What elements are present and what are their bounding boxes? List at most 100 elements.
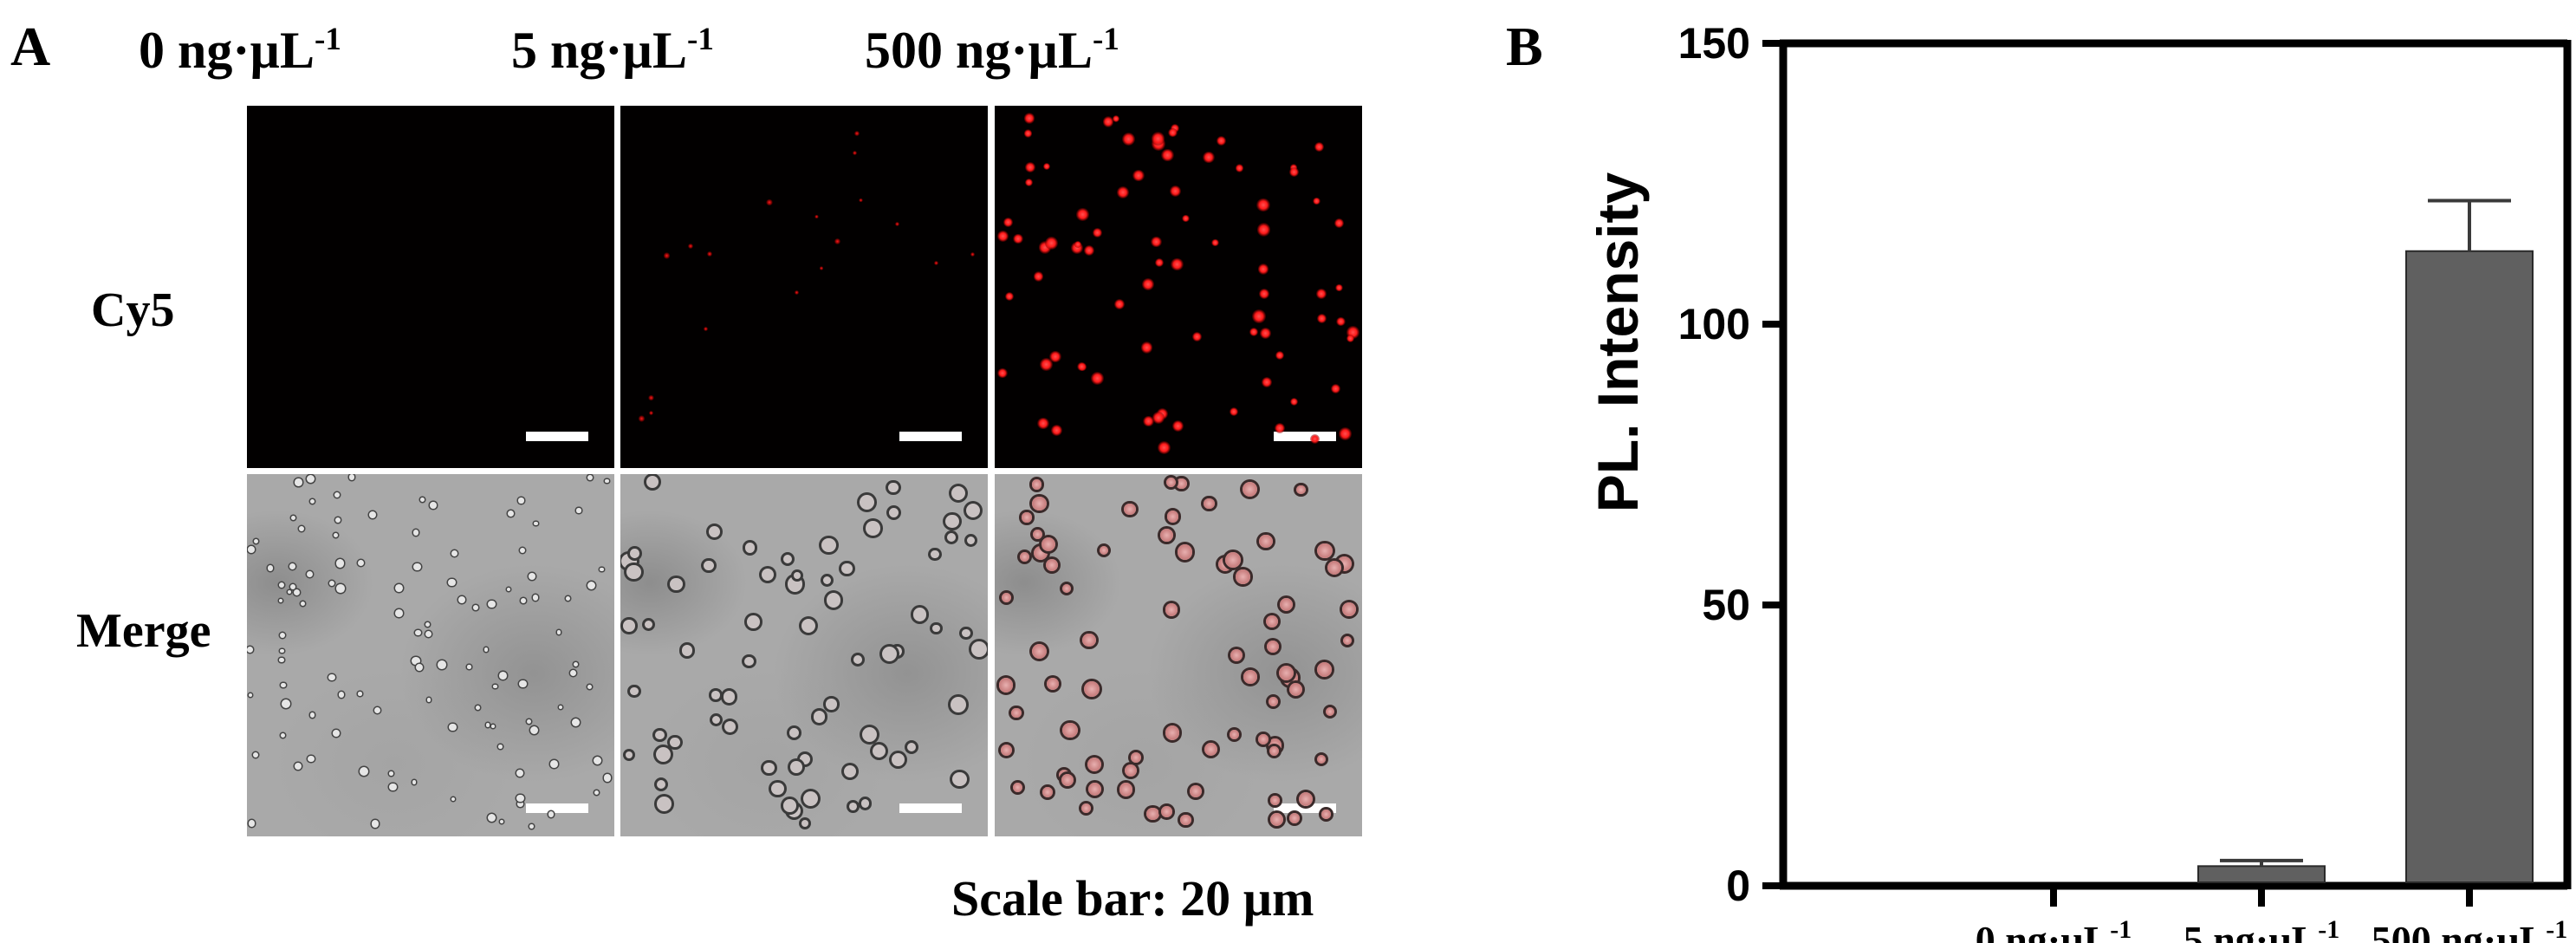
cell-spot bbox=[1327, 560, 1342, 575]
cell-spot bbox=[473, 605, 478, 610]
cell-spot bbox=[526, 719, 532, 724]
cell-spot bbox=[932, 624, 940, 633]
cell-spot bbox=[860, 495, 875, 510]
cell-spot bbox=[1229, 730, 1239, 739]
cell-spot bbox=[518, 498, 524, 504]
cell-spot bbox=[826, 593, 841, 608]
cell-spot bbox=[425, 630, 432, 638]
cell-spot bbox=[853, 655, 862, 664]
cell-spot bbox=[1090, 371, 1104, 385]
cell-spot bbox=[491, 724, 496, 728]
cell-spot bbox=[1033, 271, 1044, 282]
bar-chart: 0 50 100 150 0 ng·µL-1 5 ng·µL-1 500 ng·µL-1 P… bbox=[1586, 19, 2572, 943]
cell-spot bbox=[800, 753, 811, 764]
cell-spot bbox=[1280, 597, 1294, 611]
cell-spot bbox=[1260, 328, 1271, 339]
y-tick-label: 50 bbox=[1702, 581, 1750, 629]
cell-spot bbox=[819, 266, 824, 270]
scale-bar bbox=[1274, 803, 1336, 813]
cell-spot bbox=[1112, 115, 1120, 123]
cell-spot bbox=[1342, 602, 1357, 617]
cell-spot bbox=[1269, 813, 1283, 826]
cell-spot bbox=[853, 131, 860, 137]
cell-spot bbox=[1249, 327, 1259, 336]
cell-spot bbox=[966, 536, 975, 545]
cell-spot bbox=[952, 771, 968, 787]
cell-spot bbox=[1022, 512, 1032, 523]
cell-spot bbox=[1076, 208, 1089, 221]
cell-spot bbox=[1045, 559, 1058, 572]
cell-spot bbox=[309, 712, 315, 718]
cell-spot bbox=[1102, 115, 1114, 127]
cell-spot bbox=[278, 598, 283, 603]
cell-spot bbox=[1176, 478, 1187, 490]
cy5-image-0 bbox=[247, 106, 614, 468]
cell-spot bbox=[1077, 361, 1087, 372]
x-tick-label: 5 ng·µL-1 bbox=[2183, 915, 2340, 943]
cell-spot bbox=[1141, 341, 1153, 354]
cell-spot bbox=[1117, 185, 1130, 198]
cell-spot bbox=[1225, 552, 1242, 569]
cell-spot bbox=[600, 567, 604, 572]
cell-spot bbox=[1002, 593, 1012, 603]
cell-spot bbox=[889, 507, 899, 517]
cell-spot bbox=[248, 546, 255, 553]
cell-spot bbox=[1119, 782, 1133, 797]
cell-spot bbox=[1151, 236, 1162, 248]
cell-spot bbox=[357, 560, 364, 567]
cell-spot bbox=[280, 648, 284, 654]
cell-spot bbox=[508, 511, 515, 517]
cell-spot bbox=[1166, 511, 1179, 523]
cell-spot bbox=[1122, 132, 1136, 146]
cell-spot bbox=[467, 665, 471, 669]
cell-spot bbox=[951, 485, 966, 500]
cell-spot bbox=[1125, 764, 1138, 777]
cell-spot bbox=[1243, 670, 1258, 684]
cell-spot bbox=[426, 698, 431, 702]
cell-spot bbox=[1251, 309, 1266, 324]
cell-spot bbox=[1013, 233, 1023, 244]
cell-spot bbox=[1204, 498, 1215, 509]
cell-spot bbox=[744, 656, 754, 666]
cell-spot bbox=[1087, 757, 1101, 771]
cell-spot bbox=[281, 732, 286, 738]
merge-image-500 bbox=[995, 474, 1362, 836]
cell-spot bbox=[912, 608, 927, 622]
cell-spot bbox=[1317, 543, 1333, 559]
cell-spot bbox=[723, 691, 736, 703]
cell-spot bbox=[945, 515, 959, 529]
cell-spot bbox=[1189, 785, 1202, 798]
cell-spot bbox=[1346, 334, 1355, 342]
cell-spot bbox=[493, 684, 497, 688]
cell-spot bbox=[1317, 661, 1333, 677]
cell-spot bbox=[394, 584, 403, 593]
cell-spot bbox=[1326, 706, 1335, 716]
cell-spot bbox=[247, 646, 253, 653]
cell-spot bbox=[766, 199, 773, 206]
cell-spot bbox=[308, 755, 315, 763]
cell-spot bbox=[626, 751, 633, 759]
cell-spot bbox=[483, 647, 489, 652]
cell-spot bbox=[300, 601, 306, 607]
cell-spot bbox=[802, 790, 819, 807]
cell-spot bbox=[1258, 263, 1269, 275]
cell-spot bbox=[783, 799, 797, 812]
cell-spot bbox=[934, 260, 939, 265]
cell-spot bbox=[576, 508, 581, 513]
cell-spot bbox=[415, 629, 421, 636]
cell-spot bbox=[1000, 744, 1012, 757]
cell-spot bbox=[1061, 773, 1074, 786]
cy5-image-500 bbox=[995, 106, 1362, 468]
cell-spot bbox=[931, 550, 939, 559]
cell-spot bbox=[892, 647, 902, 656]
cell-spot bbox=[1321, 809, 1331, 819]
cell-spot bbox=[1062, 722, 1078, 738]
cell-spot bbox=[848, 803, 857, 811]
cell-spot bbox=[1025, 179, 1034, 187]
cell-spot bbox=[881, 646, 898, 662]
cell-spot bbox=[532, 595, 539, 601]
cell-spot bbox=[605, 478, 609, 483]
cell-spot bbox=[906, 743, 917, 752]
cell-spot bbox=[1080, 803, 1091, 814]
cell-spot bbox=[360, 767, 369, 777]
